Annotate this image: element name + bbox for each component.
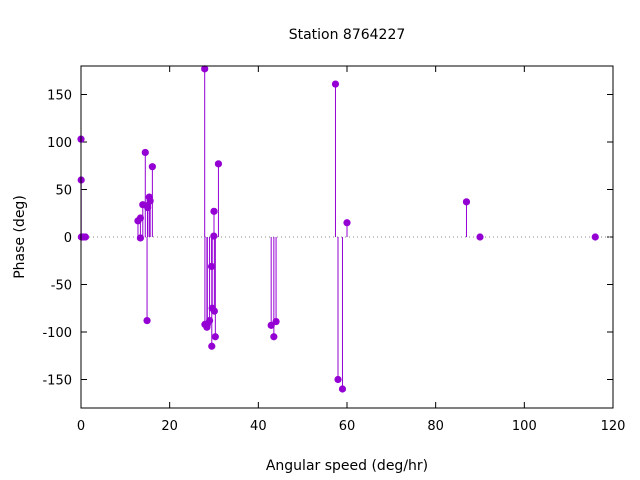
data-points (77, 65, 599, 393)
data-point (338, 385, 347, 393)
y-tick-label: 150 (47, 89, 72, 104)
y-axis-label: Phase (deg) (12, 195, 28, 279)
data-point (144, 203, 152, 212)
data-point (148, 163, 156, 171)
y-tick-label: 0 (64, 231, 72, 246)
data-point (141, 148, 149, 157)
data-point (462, 198, 471, 206)
data-point (476, 233, 484, 241)
y-tick-label: -150 (42, 374, 72, 389)
x-tick-label: 120 (601, 419, 626, 434)
data-point (267, 321, 275, 329)
plot-frame (80, 65, 614, 409)
data-point (201, 65, 209, 73)
y-tick-label: -100 (42, 326, 72, 341)
data-point (143, 317, 151, 325)
data-point (136, 214, 145, 222)
data-point (210, 232, 218, 240)
data-point (270, 333, 278, 341)
x-tick-label: 80 (427, 419, 444, 434)
x-tick-label: 40 (250, 419, 267, 434)
data-point (343, 219, 351, 227)
data-point (210, 307, 218, 315)
x-tick-label: 60 (339, 419, 356, 434)
data-stems (80, 68, 467, 389)
data-point (591, 233, 599, 241)
x-tick-label: 100 (512, 419, 537, 434)
data-point (214, 160, 223, 168)
data-point (334, 375, 342, 384)
x-tick-label: 20 (161, 419, 178, 434)
y-tick-label: 100 (47, 136, 72, 151)
x-tick-label: 0 (77, 419, 85, 434)
data-point (210, 207, 218, 215)
data-point (331, 80, 340, 88)
data-point (81, 233, 90, 241)
x-axis-label: Angular speed (deg/hr) (266, 458, 428, 474)
data-point (205, 317, 214, 325)
data-point (146, 197, 154, 205)
data-point (208, 342, 216, 350)
y-tick-label: -50 (51, 279, 72, 294)
data-point (136, 234, 145, 242)
data-point (208, 262, 216, 271)
chart-title: Station 8764227 (289, 27, 406, 43)
data-point (272, 317, 280, 326)
data-point (211, 333, 219, 341)
y-tick-label: 50 (55, 184, 72, 199)
axis-ticks: 0 20 40 60 80 100 120 -150 -100 -50 0 50 100 150 (42, 66, 625, 434)
